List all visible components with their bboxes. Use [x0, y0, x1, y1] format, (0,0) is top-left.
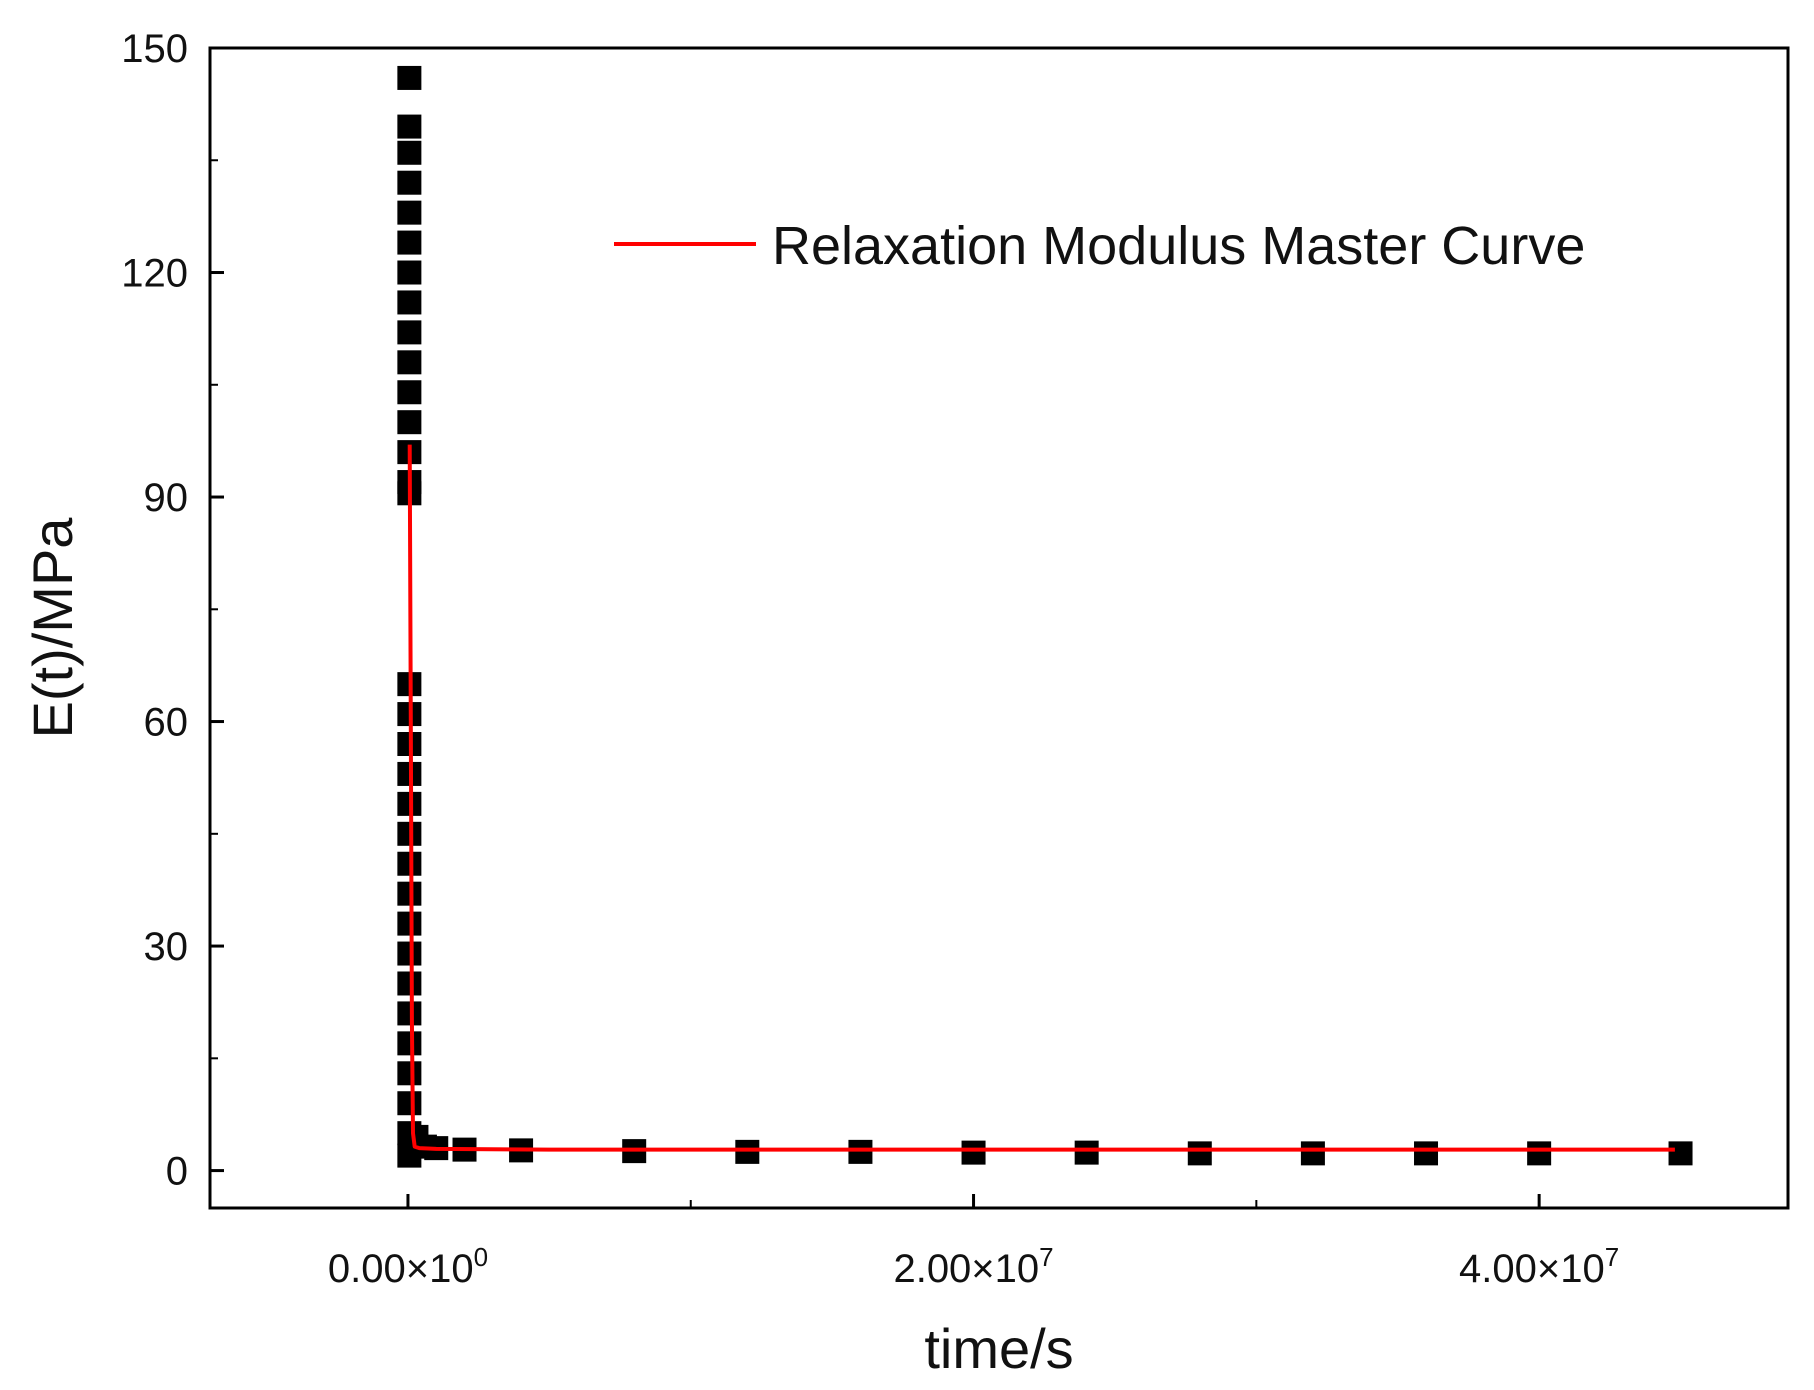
x-tick-mantissa-1: 2.00×10	[893, 1247, 1039, 1291]
data-point-24	[397, 941, 422, 966]
x-tick-mantissa-0: 0.00×10	[328, 1247, 474, 1291]
data-point-0	[397, 65, 422, 90]
x-tick-exponent-1: 7	[1039, 1242, 1053, 1272]
data-point-3	[397, 170, 422, 195]
plot-frame	[208, 46, 1790, 1210]
data-point-25	[397, 971, 422, 996]
series-scatter-0	[397, 65, 1693, 1168]
x-tick-exponent-0: 0	[474, 1242, 488, 1272]
plot-marks	[397, 65, 1693, 1168]
y-tick-label-1: 30	[144, 925, 189, 969]
x-tick-mantissa-2: 4.00×10	[1459, 1247, 1605, 1291]
data-point-38	[735, 1139, 760, 1164]
data-point-6	[397, 260, 422, 285]
y-tick-label-2: 60	[144, 701, 189, 745]
data-point-22	[397, 881, 422, 906]
data-point-27	[397, 1031, 422, 1056]
data-point-29	[397, 1091, 422, 1116]
x-tick-label-1: 2.00×107	[893, 1242, 1053, 1291]
y-tick-label-5: 150	[121, 27, 188, 71]
data-point-42	[1187, 1141, 1212, 1166]
y-tick-label-3: 90	[144, 476, 189, 520]
x-axis-title: time/s	[924, 1317, 1073, 1380]
y-tick-label-0: 0	[166, 1150, 188, 1194]
data-point-23	[397, 911, 422, 936]
data-point-46	[1668, 1141, 1693, 1166]
y-tick-label-4: 120	[121, 252, 188, 296]
data-point-41	[1074, 1140, 1099, 1165]
data-point-2	[397, 140, 422, 165]
legend-label: Relaxation Modulus Master Curve	[772, 216, 1585, 276]
data-point-43	[1300, 1141, 1325, 1166]
data-point-11	[397, 410, 422, 435]
data-point-8	[397, 320, 422, 345]
legend: Relaxation Modulus Master Curve	[614, 216, 1585, 276]
data-point-9	[397, 350, 422, 375]
data-point-7	[397, 290, 422, 315]
data-point-1	[397, 114, 422, 139]
y-axis-title: E(t)/MPa	[21, 517, 84, 739]
x-tick-label-0: 0.00×100	[328, 1242, 488, 1291]
data-point-39	[848, 1139, 873, 1164]
data-point-26	[397, 1001, 422, 1026]
data-point-45	[1527, 1141, 1552, 1166]
data-point-40	[961, 1140, 986, 1165]
data-point-28	[397, 1061, 422, 1086]
series-line-1	[407, 444, 1675, 1152]
data-point-5	[397, 230, 422, 255]
x-tick-exponent-2: 7	[1605, 1242, 1619, 1272]
data-point-4	[397, 200, 422, 225]
data-point-10	[397, 380, 422, 405]
x-tick-label-2: 4.00×107	[1459, 1242, 1619, 1291]
data-point-44	[1414, 1141, 1439, 1166]
